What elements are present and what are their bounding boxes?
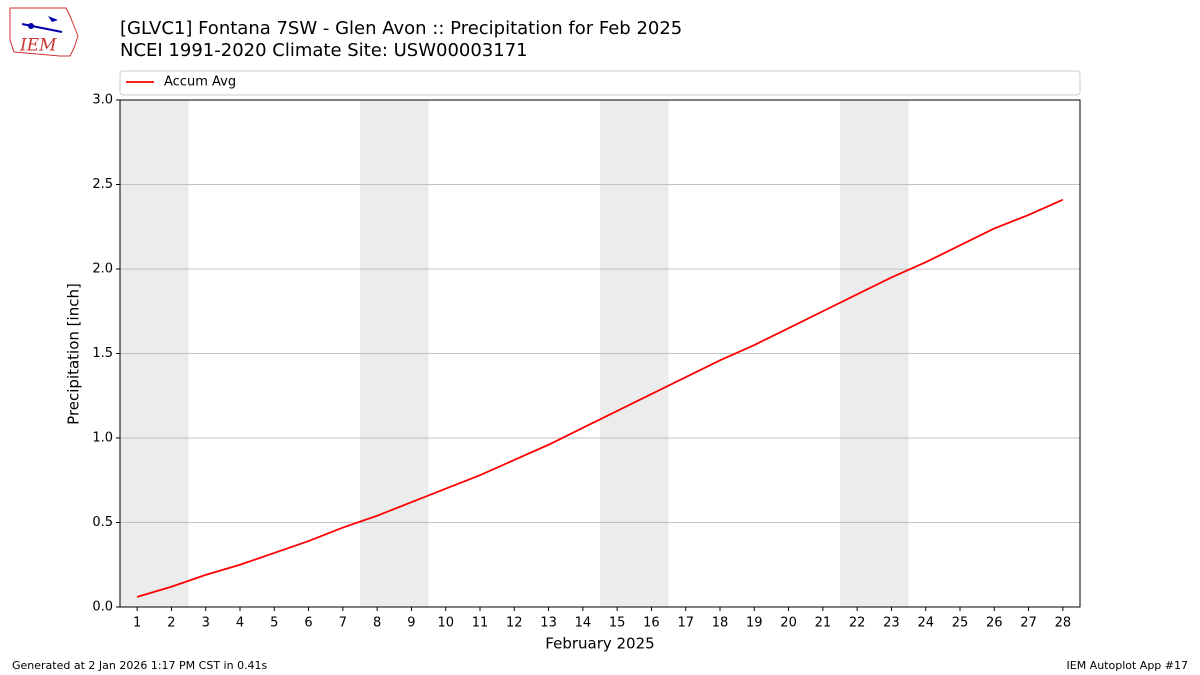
- y-tick-label: 3.0: [92, 93, 113, 108]
- x-tick-label: 24: [917, 616, 934, 631]
- x-tick-label: 16: [643, 616, 660, 631]
- x-tick-label: 21: [815, 616, 832, 631]
- y-tick-label: 2.0: [92, 262, 113, 277]
- y-axis-label: Precipitation [inch]: [65, 283, 83, 425]
- x-tick-label: 5: [270, 616, 278, 631]
- x-tick-label: 28: [1055, 616, 1072, 631]
- x-tick-label: 11: [472, 616, 489, 631]
- legend-label: Accum Avg: [164, 75, 236, 90]
- footer-right: IEM Autoplot App #17: [1067, 659, 1189, 672]
- logo-text: IEM: [19, 36, 57, 56]
- x-tick-label: 1: [133, 616, 141, 631]
- x-tick-label: 26: [986, 616, 1003, 631]
- y-tick-label: 0.0: [92, 600, 113, 615]
- x-tick-label: 9: [407, 616, 415, 631]
- x-tick-label: 2: [167, 616, 175, 631]
- x-tick-label: 3: [202, 616, 210, 631]
- x-tick-label: 12: [506, 616, 523, 631]
- x-tick-label: 19: [746, 616, 763, 631]
- y-tick-label: 0.5: [92, 515, 113, 530]
- legend-box: [119, 70, 1081, 96]
- plot-area: 0.00.51.01.52.02.53.01 2 3 4 5 6 7 8 9 10 11 12 13 14…: [92, 75, 1081, 631]
- x-tick-label: 6: [304, 616, 312, 631]
- y-tick-label: 2.5: [92, 177, 113, 192]
- x-tick-label: 13: [540, 616, 557, 631]
- x-axis-label: February 2025: [545, 635, 654, 653]
- x-tick-label: 10: [437, 616, 454, 631]
- x-tick-label: 25: [952, 616, 969, 631]
- data-line: [136, 198, 1064, 598]
- x-tick-label: 20: [780, 616, 797, 631]
- chart-title: [GLVC1] Fontana 7SW - Glen Avon :: Preci…: [120, 18, 682, 39]
- x-tick-label: 27: [1020, 616, 1037, 631]
- chart-subtitle: NCEI 1991-2020 Climate Site: USW00003171: [120, 40, 528, 61]
- x-tick-label: 4: [236, 616, 244, 631]
- x-tick-label: 17: [677, 616, 694, 631]
- x-tick-label: 22: [849, 616, 866, 631]
- logo: IEM: [9, 7, 79, 57]
- x-tick-label: 18: [712, 616, 729, 631]
- x-tick-label: 7: [339, 616, 347, 631]
- y-tick-label: 1.0: [92, 431, 113, 446]
- x-tick-label: 15: [609, 616, 626, 631]
- x-tick-label: 14: [575, 616, 592, 631]
- x-tick-label: 8: [373, 616, 381, 631]
- y-tick-label: 1.5: [92, 346, 113, 361]
- footer-left: Generated at 2 Jan 2026 1:17 PM CST in 0…: [12, 659, 268, 672]
- x-tick-label: 23: [883, 616, 900, 631]
- plot-frame: [119, 99, 1081, 608]
